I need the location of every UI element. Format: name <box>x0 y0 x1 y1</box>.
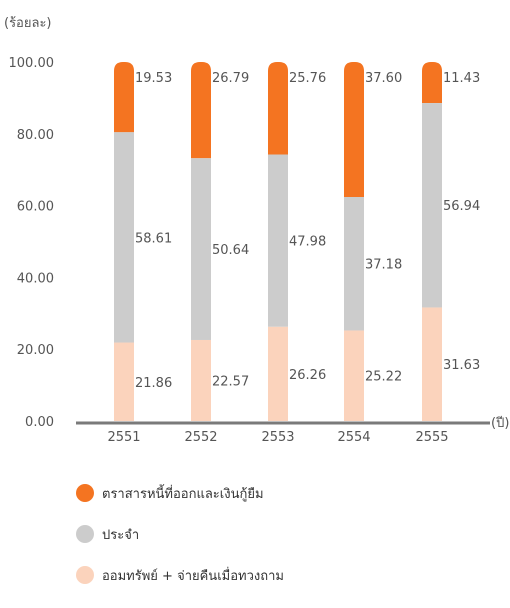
bar-segment <box>191 158 211 340</box>
data-label: 31.63 <box>443 358 480 373</box>
x-tick-label: 2553 <box>261 430 294 445</box>
y-unit-label: (ร้อยละ) <box>4 16 52 31</box>
data-label: 25.76 <box>289 71 326 86</box>
bar-segment <box>268 154 288 327</box>
bar-segment <box>114 342 134 421</box>
data-label: 58.61 <box>135 231 172 246</box>
x-tick-label: 2555 <box>415 430 448 445</box>
data-label: 37.18 <box>365 258 402 273</box>
bar-segment <box>344 196 364 331</box>
bar-segment <box>422 103 442 308</box>
x-tick-label: 2552 <box>184 430 217 445</box>
data-label: 47.98 <box>289 235 326 250</box>
legend-swatch-debt <box>76 484 94 502</box>
data-label: 19.53 <box>135 71 172 86</box>
bar-segment <box>344 62 364 197</box>
bar-segment <box>344 330 364 421</box>
legend-item-savings: ออมทรัพย์ + จ่ายคืนเมื่อทวงถาม <box>76 564 284 586</box>
data-label: 37.60 <box>365 71 402 86</box>
bar-segment <box>114 62 134 133</box>
y-tick-label: 0.00 <box>25 415 54 430</box>
bar-segment <box>114 132 134 343</box>
legend-swatch-fixed <box>76 525 94 543</box>
y-tick-label: 80.00 <box>17 128 54 143</box>
x-tick-label: 2554 <box>337 430 370 445</box>
legend-item-fixed: ประจำ <box>76 523 284 545</box>
legend-label-savings: ออมทรัพย์ + จ่ายคืนเมื่อทวงถาม <box>102 568 284 584</box>
legend-label-fixed: ประจำ <box>102 527 140 543</box>
data-label: 11.43 <box>443 71 480 86</box>
bar-segment <box>191 62 211 159</box>
data-label: 26.79 <box>212 71 249 86</box>
stacked-bar-chart: (ร้อยละ) 0.0020.0040.0060.0080.00100.00 … <box>4 16 509 445</box>
y-tick-label: 60.00 <box>17 200 54 215</box>
legend: ตราสารหนี้ที่ออกและเงินกู้ยืม ประจำ ออมท… <box>76 482 284 605</box>
bar-segment <box>191 339 211 421</box>
data-label: 26.26 <box>289 368 326 383</box>
data-label: 21.86 <box>135 376 172 391</box>
bar-segment <box>268 326 288 421</box>
bar-segment <box>422 62 442 104</box>
legend-swatch-savings <box>76 566 94 584</box>
data-label: 50.64 <box>212 243 249 258</box>
y-tick-label: 40.00 <box>17 271 54 286</box>
y-axis-ticks: 0.00 20.00 40.00 60.00 80.00 100.00 <box>9 56 55 430</box>
data-label: 22.57 <box>212 374 249 389</box>
x-unit-label: (ปี) <box>491 415 509 431</box>
legend-label-debt: ตราสารหนี้ที่ออกและเงินกู้ยืม <box>102 486 264 502</box>
y-tick-label: 100.00 <box>9 56 55 71</box>
y-tick-label: 20.00 <box>17 343 54 358</box>
x-axis-ticks: 2551 2552 2553 2554 2555 <box>107 430 448 445</box>
data-label: 25.22 <box>365 370 402 385</box>
legend-item-debt: ตราสารหนี้ที่ออกและเงินกู้ยืม <box>76 482 284 504</box>
data-label: 56.94 <box>443 199 480 214</box>
bar-segment <box>422 307 442 421</box>
bars-group <box>114 62 442 421</box>
x-tick-label: 2551 <box>107 430 140 445</box>
bar-segment <box>268 62 288 155</box>
value-labels-group: 21.86 58.61 19.53 22.57 50.64 26.79 26.26 47.98… <box>135 71 480 391</box>
